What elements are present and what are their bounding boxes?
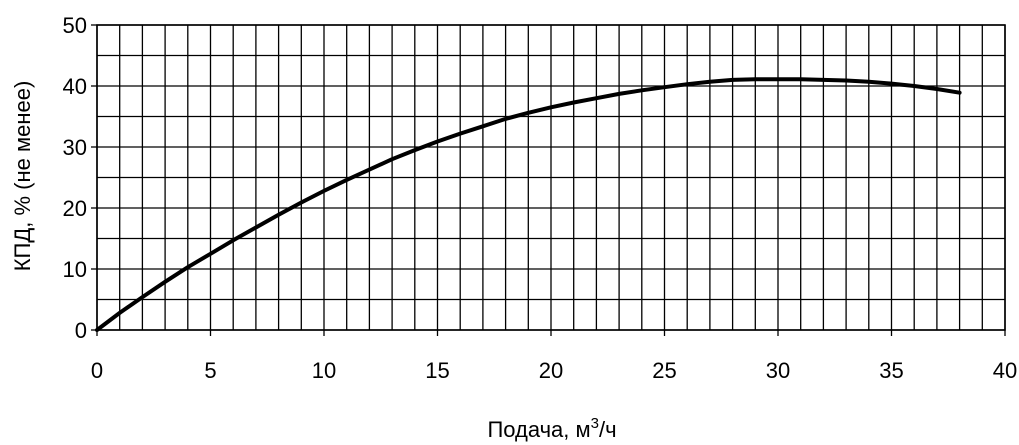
y-tick-label: 30 — [63, 135, 87, 160]
x-axis-title-sup: 3 — [591, 415, 599, 432]
y-tick-label: 40 — [63, 74, 87, 99]
x-tick-label: 20 — [539, 358, 563, 383]
x-tick-label: 10 — [312, 358, 336, 383]
y-tick-label: 20 — [63, 196, 87, 221]
x-tick-label: 0 — [91, 358, 103, 383]
x-axis-title-main: Подача, м — [487, 417, 590, 442]
y-axis-title: КПД, % (не менее) — [10, 81, 35, 272]
x-tick-label: 30 — [766, 358, 790, 383]
y-tick-label: 0 — [75, 318, 87, 343]
x-tick-label: 5 — [204, 358, 216, 383]
plot-frame — [96, 24, 1006, 331]
x-tick-labels: 0 5 10 15 20 25 30 35 40 — [91, 358, 1017, 383]
x-axis-title: Подача, м3/ч — [487, 415, 616, 442]
series-line — [95, 77, 962, 332]
y-tick-label: 10 — [63, 257, 87, 282]
x-tick-label: 35 — [879, 358, 903, 383]
x-tick-label: 40 — [993, 358, 1017, 383]
y-tick-labels: 0 10 20 30 40 50 — [63, 13, 87, 343]
x-axis-title-tail: /ч — [599, 417, 617, 442]
y-tick-label: 50 — [63, 13, 87, 38]
x-tick-label: 15 — [425, 358, 449, 383]
x-tick-label: 25 — [652, 358, 676, 383]
grid — [91, 24, 1006, 336]
